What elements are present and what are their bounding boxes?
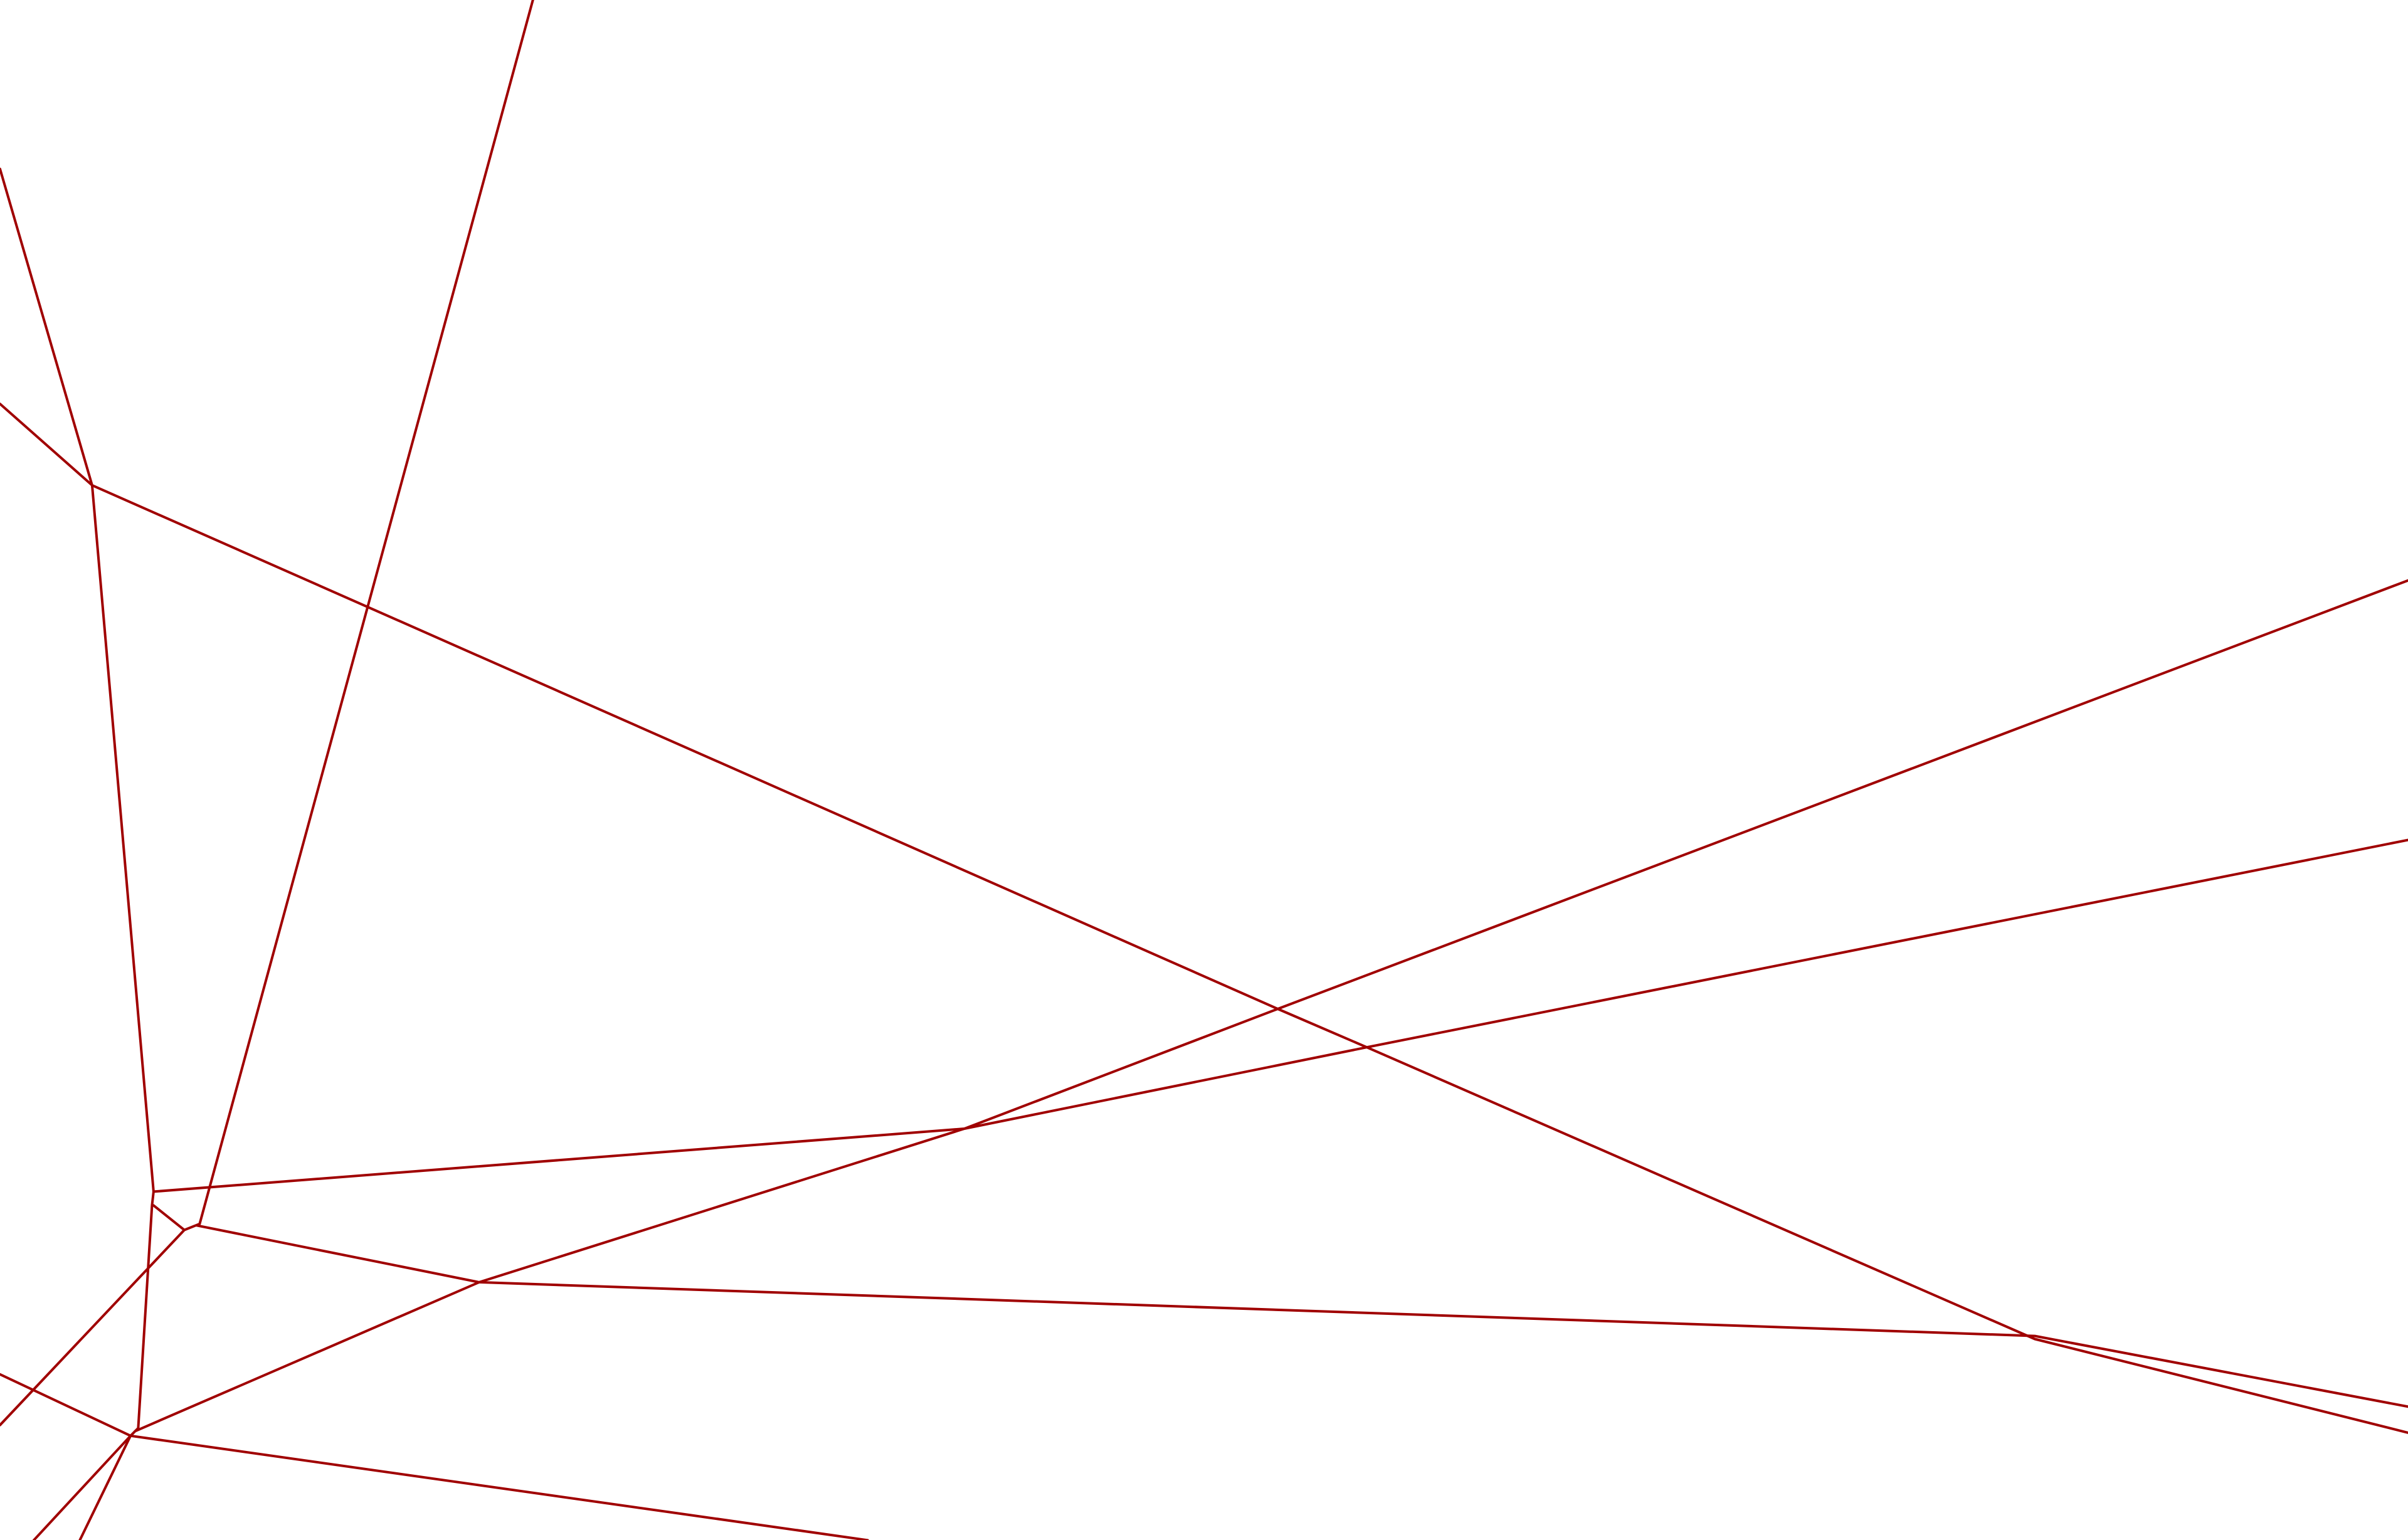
road-line — [0, 167, 155, 1540]
road-line — [0, 1373, 869, 1540]
road-line — [152, 838, 2408, 1193]
road-line — [0, 403, 93, 487]
road-line — [0, 1228, 186, 1427]
road-line — [90, 483, 2408, 1434]
road-line — [152, 0, 534, 1231]
road-line — [32, 1434, 132, 1540]
road-line — [134, 579, 2408, 1433]
road-line — [195, 1224, 2408, 1408]
